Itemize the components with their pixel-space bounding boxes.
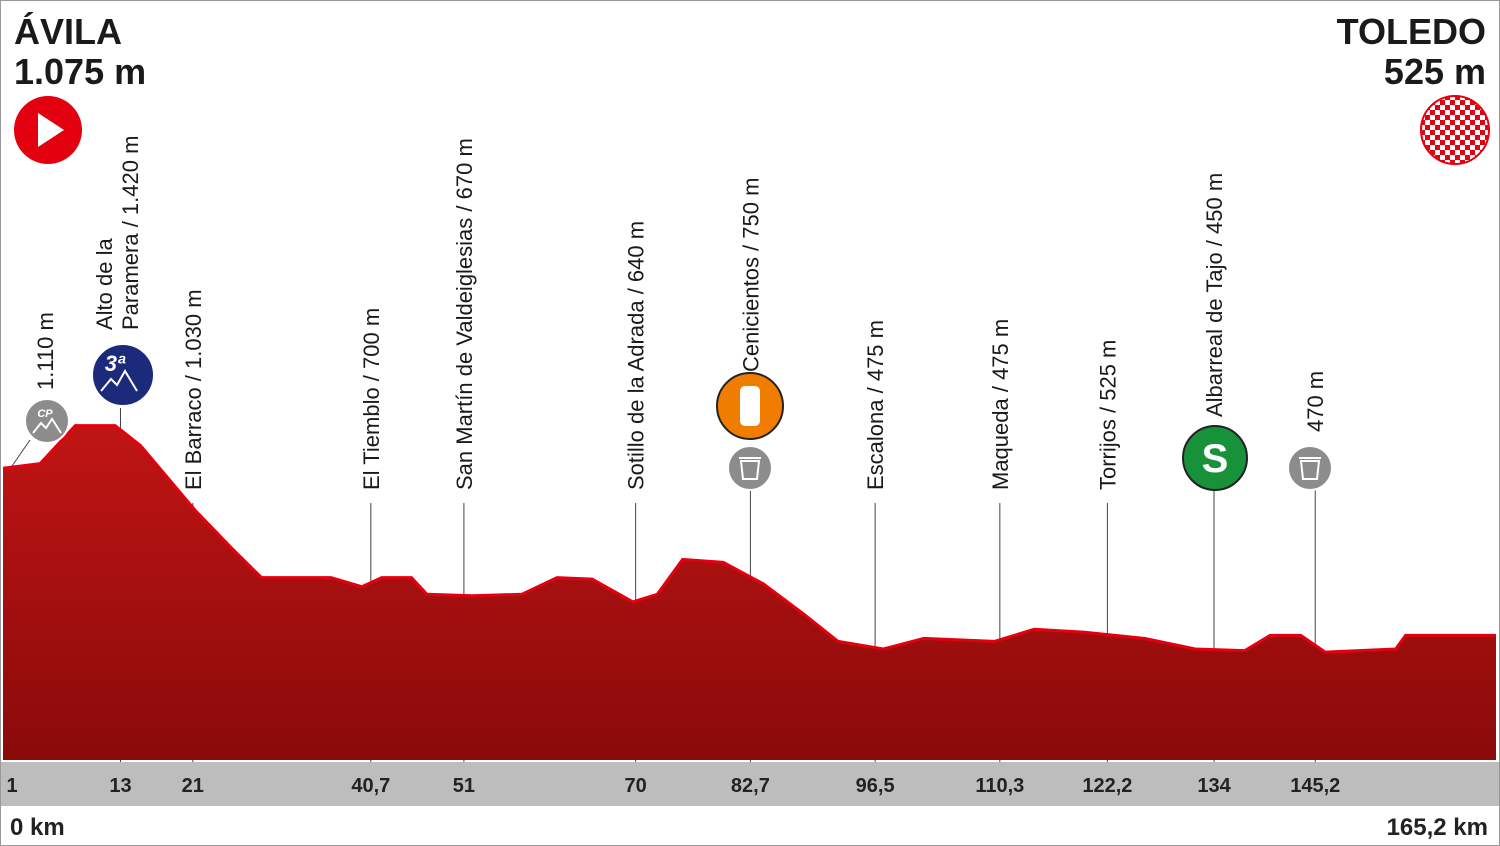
checkpoint-text: CP [37,408,53,420]
waypoint-line [11,439,31,467]
x-tick-label: 110,3 [975,775,1024,797]
waypoint-label: 1.110 m [33,312,58,390]
start-name: ÁVILA [14,11,122,52]
waypoint-label: El Barraco / 1.030 m [181,289,206,490]
bottle-glyph [740,386,760,426]
waypoint-label: Sotillo de la Adrada / 640 m [624,221,649,490]
litter-icon [1287,445,1333,491]
climb-category: 3ª [105,351,126,376]
start-distance: 0 km [10,814,65,841]
x-tick-label: 145,2 [1290,775,1340,797]
waypoint-label: El Tiemblo / 700 m [359,308,384,490]
bin-glyph [1299,457,1321,480]
profile-edge [2,424,1496,654]
x-tick-label: 134 [1197,775,1231,797]
finish-distance: 165,2 km [1387,814,1488,841]
checkpoint-icon [24,398,70,444]
waypoint-label: Torrijos / 525 m [1095,340,1120,490]
litter-icon [727,445,773,491]
start-arrow [38,113,64,147]
waypoint-label: Maqueda / 475 m [988,319,1013,490]
waypoint-label: Alto de la [92,238,117,330]
x-tick-label: 51 [453,775,475,797]
x-tick-label: 70 [625,775,647,797]
x-tick-label: 13 [109,775,131,797]
waypoint-label: Paramera / 1.420 m [118,136,143,330]
x-tick-label: 96,5 [856,775,895,797]
waypoint-label: Albarreal de Tajo / 450 m [1202,173,1227,417]
waypoint-label: 470 m [1303,371,1328,432]
km-bar [1,762,1499,806]
profile-area [3,425,1496,760]
finish-icon [1420,95,1490,165]
waypoint-label: San Martín de Valdeiglesias / 670 m [452,138,477,490]
sprint-icon [1182,425,1248,491]
mountain-glyph [32,417,62,434]
mountain-glyph [100,369,138,392]
x-tick-label: 1 [6,775,17,797]
x-tick-label: 122,2 [1082,775,1132,797]
start-altitude: 1.075 m [14,51,146,92]
finish-altitude: 525 m [1384,51,1486,92]
bin-glyph [739,457,761,480]
waypoint-label: Escalona / 475 m [863,320,888,490]
finish-name: TOLEDO [1337,11,1486,52]
sprint-text: S [1202,437,1229,481]
x-tick-label: 21 [182,775,204,797]
x-tick-label: 40,7 [351,775,390,797]
x-tick-label: 82,7 [731,775,770,797]
waypoint-label: Cenicientos / 750 m [738,178,763,372]
